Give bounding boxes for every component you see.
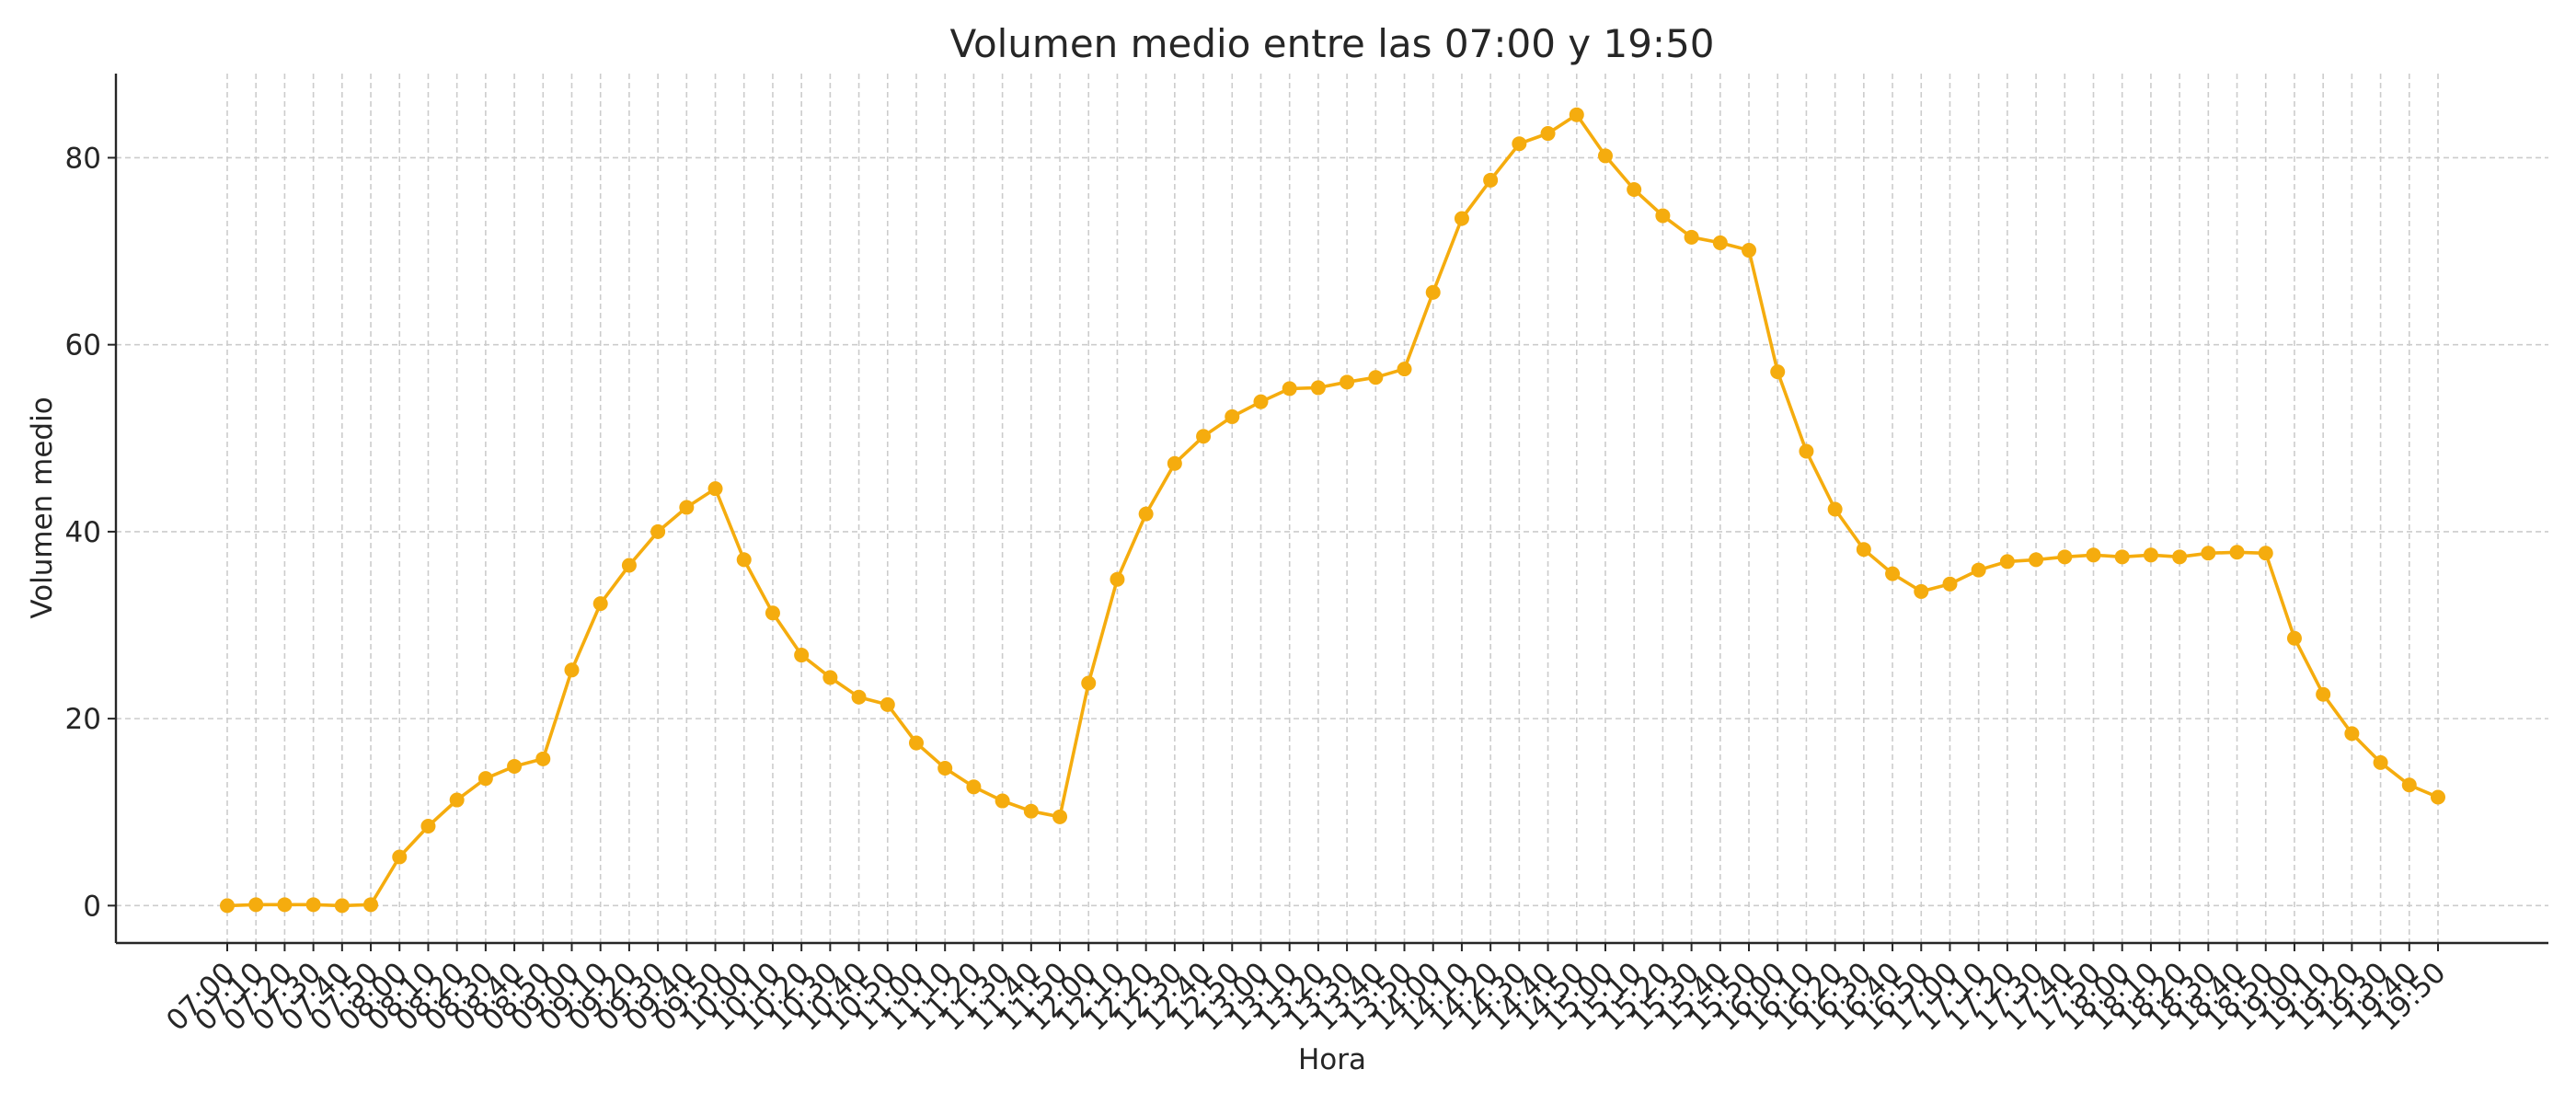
data-point: [2057, 549, 2073, 565]
y-axis-label: Volumen medio: [26, 397, 59, 618]
y-tick-label: 0: [83, 890, 101, 923]
data-point: [880, 696, 895, 712]
axes: [114, 74, 2548, 945]
data-point: [621, 558, 637, 573]
data-point: [592, 596, 608, 612]
data-point: [794, 648, 810, 663]
data-point: [1081, 675, 1097, 691]
data-point: [507, 758, 523, 774]
data-point: [564, 662, 580, 678]
data-point: [1684, 229, 1699, 245]
data-point: [2401, 777, 2417, 793]
data-point: [334, 898, 350, 914]
data-point: [248, 897, 264, 913]
data-point: [1052, 809, 1068, 824]
x-axis-label: Hora: [1298, 1043, 1366, 1076]
data-point: [449, 792, 465, 808]
data-point: [995, 793, 1010, 809]
data-point: [1770, 364, 1786, 380]
data-point: [1569, 107, 1584, 122]
series-volumen-medio: [220, 107, 2445, 914]
data-point: [1282, 381, 1297, 397]
data-point: [420, 818, 436, 834]
data-point: [2029, 552, 2044, 568]
data-point: [1742, 243, 1757, 259]
data-point: [851, 689, 867, 705]
data-point: [908, 735, 924, 751]
data-point: [1483, 172, 1499, 188]
data-point: [2344, 726, 2360, 742]
data-point: [2258, 546, 2273, 561]
grid: [116, 74, 2548, 943]
chart-title: Volumen medio entre las 07:00 y 19:50: [949, 21, 1714, 66]
data-point: [2229, 545, 2245, 560]
data-point: [2172, 549, 2188, 565]
data-point: [2201, 546, 2216, 561]
data-point: [1914, 583, 1929, 599]
data-point: [1310, 380, 1326, 396]
data-point: [650, 523, 666, 539]
data-point: [477, 771, 493, 787]
data-point: [1253, 394, 1269, 409]
data-point: [220, 898, 235, 914]
data-point: [1397, 362, 1412, 377]
y-tick-label: 40: [65, 516, 101, 549]
data-point: [765, 605, 780, 621]
data-point: [1138, 506, 1154, 522]
data-point: [1999, 554, 2015, 569]
data-point: [1368, 370, 1384, 385]
data-point: [822, 670, 838, 685]
data-point: [1110, 571, 1125, 587]
data-point: [1540, 126, 1556, 142]
data-point: [535, 751, 551, 766]
x-ticks: 07:0007:1007:2007:3007:4007:5008:0008:10…: [160, 943, 2453, 1038]
data-point: [1225, 408, 1240, 424]
y-tick-label: 20: [65, 703, 101, 736]
data-point: [1655, 208, 1671, 224]
data-point: [736, 552, 752, 568]
data-point: [2286, 630, 2302, 646]
data-point: [1799, 443, 1814, 459]
data-point: [2143, 547, 2158, 563]
data-point: [1512, 136, 1527, 152]
data-point: [2086, 547, 2101, 563]
data-point: [363, 897, 379, 913]
data-point: [1425, 284, 1441, 300]
data-point: [305, 897, 321, 913]
data-point: [2373, 754, 2388, 770]
y-ticks: 0 20 40 60 80: [65, 142, 116, 923]
data-point: [1712, 235, 1728, 250]
data-point: [1971, 562, 1986, 578]
data-point: [1885, 566, 1901, 581]
data-point: [392, 849, 408, 865]
data-point: [1827, 501, 1843, 517]
data-point: [1454, 211, 1469, 226]
data-point: [1340, 374, 1355, 390]
data-point: [1856, 542, 1871, 558]
data-point: [1597, 148, 1613, 164]
data-point: [937, 760, 953, 776]
data-point: [2316, 686, 2331, 702]
y-tick-label: 80: [65, 142, 101, 175]
data-point: [2431, 789, 2445, 805]
data-point: [1167, 455, 1182, 471]
data-point: [1942, 576, 1958, 592]
data-point: [966, 779, 982, 795]
data-point: [2114, 549, 2130, 565]
data-point: [1196, 429, 1212, 444]
data-point: [277, 897, 293, 913]
data-point: [707, 481, 723, 497]
data-point: [1023, 803, 1039, 819]
data-point: [1627, 182, 1642, 197]
y-tick-label: 60: [65, 329, 101, 362]
data-point: [679, 500, 695, 515]
series-line: [226, 112, 2439, 908]
